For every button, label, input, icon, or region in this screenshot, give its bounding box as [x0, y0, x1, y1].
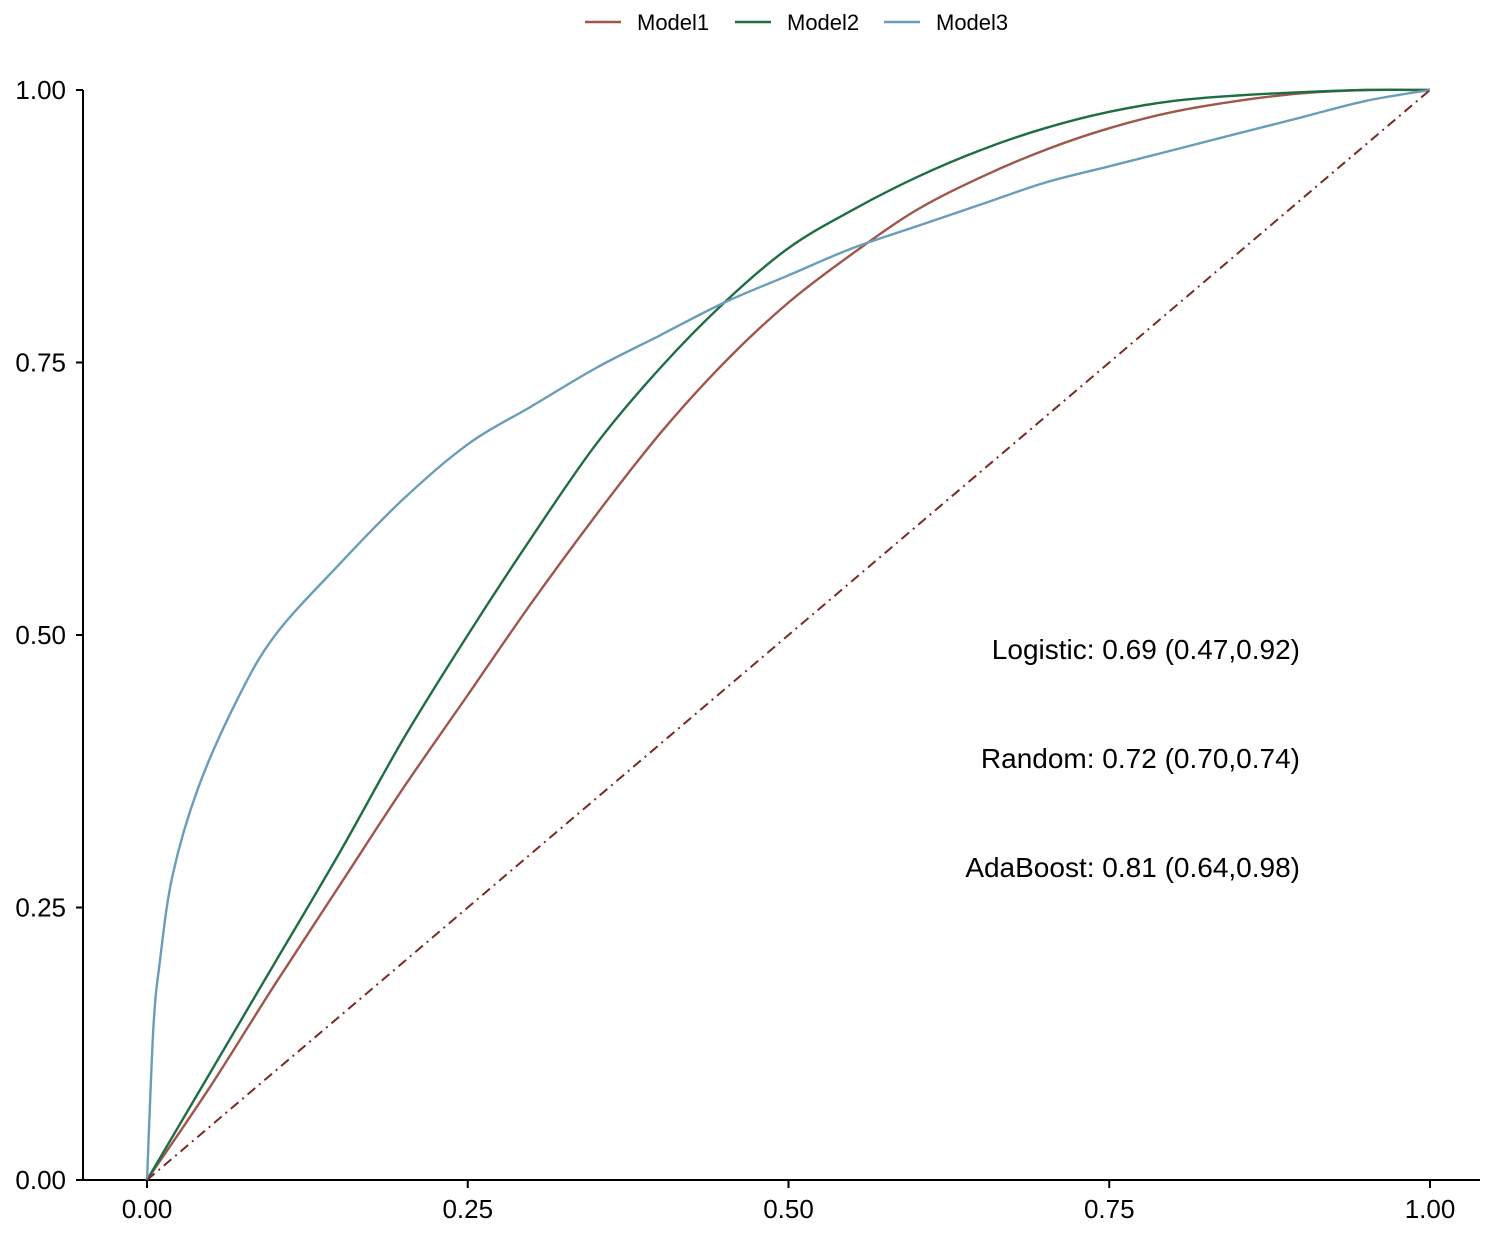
- x-tick-label: 0.50: [763, 1194, 814, 1224]
- series-line-model3: [145, 88, 1431, 1181]
- legend-label-model2: Model2: [787, 10, 859, 35]
- series-line-model1: [146, 88, 1431, 1181]
- legend-label-model3: Model3: [936, 10, 1008, 35]
- ticks: 0.00 0.25 0.50 0.75 1.00 0.00 0.25 0.50 0.75 1.00: [15, 75, 1455, 1224]
- x-tick-label: 1.00: [1405, 1194, 1456, 1224]
- annotations: Logistic: 0.69 (0.47,0.92) Random: 0.72 (…: [965, 634, 1300, 883]
- reference-diagonal-line: [146, 89, 1431, 1181]
- auc-annotation: Random: 0.72 (0.70,0.74): [981, 743, 1300, 774]
- x-tick-label: 0.00: [122, 1194, 173, 1224]
- y-tick-label: 0.75: [15, 348, 66, 378]
- x-tick-label: 0.25: [442, 1194, 493, 1224]
- auc-annotation: AdaBoost: 0.81 (0.64,0.98): [965, 852, 1300, 883]
- y-tick-label: 1.00: [15, 75, 66, 105]
- y-tick-label: 0.50: [15, 620, 66, 650]
- series: [145, 88, 1431, 1181]
- y-tick-label: 0.25: [15, 893, 66, 923]
- y-tick-label: 0.00: [15, 1165, 66, 1195]
- auc-annotation: Logistic: 0.69 (0.47,0.92): [992, 634, 1300, 665]
- legend-label-model1: Model1: [637, 10, 709, 35]
- legend: Model1 Model2 Model3: [585, 10, 1008, 35]
- x-tick-label: 0.75: [1084, 1194, 1135, 1224]
